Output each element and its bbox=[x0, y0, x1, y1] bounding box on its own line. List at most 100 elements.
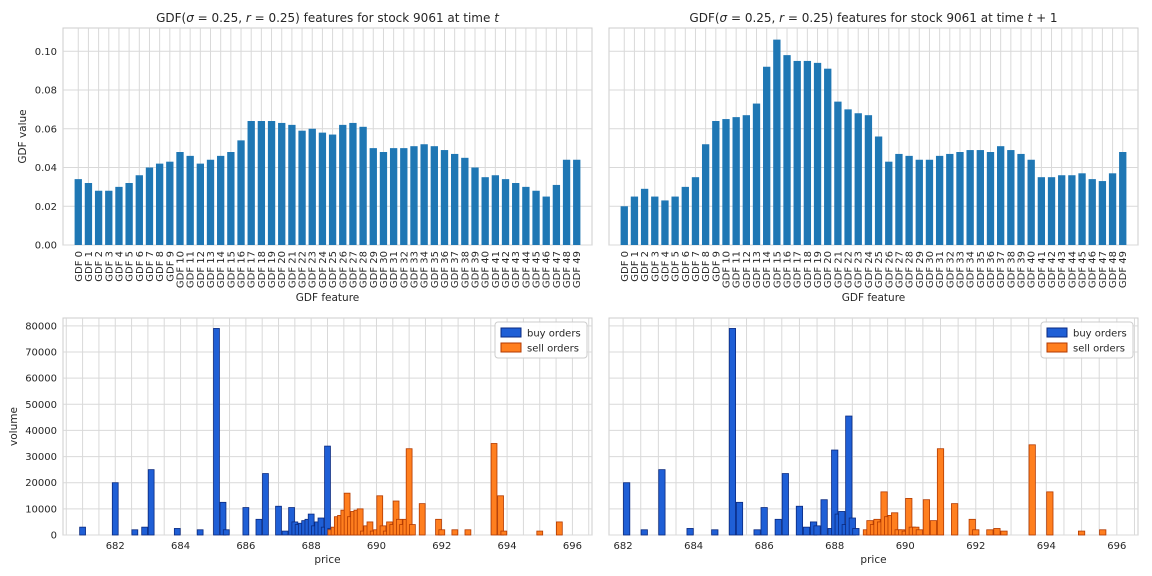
legend-label: buy orders bbox=[527, 329, 581, 340]
x-axis-label: GDF feature bbox=[296, 292, 360, 304]
y-tick-label: 50000 bbox=[25, 400, 57, 411]
sell-order-bar bbox=[915, 529, 923, 536]
buy-order-bar bbox=[795, 505, 804, 536]
x-tick-label: GDF 15 bbox=[226, 251, 237, 288]
x-tick-label: GDF 0 bbox=[620, 251, 631, 282]
x-tick-label: GDF 34 bbox=[966, 251, 977, 288]
sell-order-bar bbox=[1000, 530, 1008, 536]
x-tick-label: GDF 25 bbox=[874, 251, 885, 288]
x-tick-label: 692 bbox=[432, 541, 451, 552]
x-tick-label: 684 bbox=[684, 541, 703, 552]
buy-order-bar bbox=[640, 529, 648, 536]
bar-gdf-12 bbox=[196, 163, 204, 245]
bar-gdf-4 bbox=[115, 186, 123, 245]
x-tick-label: 688 bbox=[302, 541, 321, 552]
buy-order-bar bbox=[802, 526, 811, 536]
y-tick-label: 20000 bbox=[25, 478, 57, 489]
x-tick-label: GDF 28 bbox=[359, 251, 370, 288]
y-tick-label: 0.02 bbox=[35, 202, 57, 213]
buy-legend-swatch bbox=[500, 327, 522, 338]
buy-order-bar bbox=[262, 473, 269, 536]
x-tick-label: 684 bbox=[171, 541, 190, 552]
legend: buy orders sell orders bbox=[494, 321, 588, 359]
x-tick-label: GDF 39 bbox=[1017, 251, 1028, 288]
x-tick-label: GDF 33 bbox=[955, 251, 966, 288]
x-tick-label: GDF 46 bbox=[1088, 251, 1099, 288]
buy-order-bar bbox=[131, 529, 139, 536]
sell-order-bar bbox=[409, 524, 416, 536]
x-tick-label: 686 bbox=[755, 541, 774, 552]
x-tick-label: GDF 36 bbox=[986, 251, 997, 288]
bar-gdf-18 bbox=[257, 121, 266, 245]
x-tick-label: GDF 26 bbox=[338, 251, 349, 288]
bar-gdf-0 bbox=[74, 179, 82, 245]
chart-title: GDF(σ = 0.25, r = 0.25) features for sto… bbox=[689, 11, 1057, 25]
bar-gdf-40 bbox=[1027, 159, 1035, 245]
bar-gdf-46 bbox=[1088, 179, 1096, 245]
x-tick-label: GDF 38 bbox=[1006, 251, 1017, 288]
x-tick-label: GDF 1 bbox=[630, 251, 641, 282]
bar-gdf-21 bbox=[834, 101, 842, 245]
buy-order-bar bbox=[196, 529, 204, 536]
bar-gdf-7 bbox=[691, 177, 700, 245]
x-tick-label: GDF 17 bbox=[793, 251, 804, 288]
bar-gdf-44 bbox=[1068, 175, 1076, 245]
x-tick-label: GDF 27 bbox=[348, 251, 359, 288]
bar-gdf-28 bbox=[905, 155, 913, 245]
buy-order-bar bbox=[275, 505, 282, 536]
chart-title: GDF(σ = 0.25, r = 0.25) features for sto… bbox=[156, 11, 500, 25]
bar-gdf-23 bbox=[854, 113, 862, 245]
title-part: t bbox=[494, 11, 500, 25]
bar-gdf-7 bbox=[145, 167, 154, 245]
bar-gdf-20 bbox=[824, 68, 832, 245]
x-tick-label: GDF 47 bbox=[1098, 251, 1109, 288]
x-tick-label: GDF 15 bbox=[772, 251, 783, 288]
buy-order-bar bbox=[255, 518, 263, 536]
x-tick-label: GDF 37 bbox=[450, 251, 461, 288]
bar-gdf-19 bbox=[813, 62, 822, 245]
x-tick-label: GDF 11 bbox=[732, 251, 743, 288]
sell-order-bar bbox=[972, 529, 980, 536]
x-tick-label: GDF 36 bbox=[440, 251, 451, 288]
bar-gdf-9 bbox=[712, 121, 720, 245]
x-tick-label: GDF 25 bbox=[328, 251, 339, 288]
bar-gdf-0 bbox=[620, 206, 628, 245]
bar-gdf-25 bbox=[874, 136, 883, 245]
x-tick-label: GDF 47 bbox=[552, 251, 563, 288]
y-tick-label: 0.08 bbox=[35, 86, 57, 97]
x-tick-label: GDF 22 bbox=[844, 251, 855, 288]
bar-gdf-6 bbox=[681, 186, 689, 245]
x-tick-label: GDF 48 bbox=[1108, 251, 1119, 288]
y-tick-label: 10000 bbox=[25, 504, 57, 515]
x-tick-label: GDF 16 bbox=[237, 251, 248, 288]
x-tick-label: GDF 29 bbox=[369, 251, 380, 288]
bar-gdf-14 bbox=[217, 155, 225, 245]
bar-gdf-43 bbox=[512, 183, 520, 245]
sell-order-bar bbox=[936, 448, 945, 536]
bar-gdf-2 bbox=[94, 190, 103, 245]
y-tick-label: 60000 bbox=[25, 374, 57, 385]
bar-gdf-11 bbox=[732, 117, 740, 245]
buy-order-bar bbox=[760, 507, 768, 536]
bar-gdf-47 bbox=[1098, 181, 1107, 245]
title-part: r bbox=[779, 11, 785, 25]
x-tick-label: GDF 27 bbox=[894, 251, 905, 288]
panel-orders_t: 0 10000 20000 30000 40000 50000 60000 70000 8000… bbox=[8, 317, 593, 566]
buy-order-bar bbox=[813, 525, 821, 536]
y-tick-label: 0.10 bbox=[35, 47, 57, 58]
buy-order-bar bbox=[686, 528, 694, 536]
bar-gdf-38 bbox=[1007, 150, 1015, 245]
bar-gdf-31 bbox=[935, 155, 944, 245]
title-part: σ bbox=[720, 11, 728, 25]
x-tick-label: 692 bbox=[966, 541, 985, 552]
x-tick-label: GDF 8 bbox=[701, 251, 712, 282]
sell-order-bar bbox=[438, 529, 446, 536]
bar-gdf-42 bbox=[1047, 177, 1056, 245]
legend-label: buy orders bbox=[1073, 329, 1127, 340]
x-tick-label: GDF 18 bbox=[803, 251, 814, 288]
buy-order-bar bbox=[623, 482, 631, 536]
bar-gdf-18 bbox=[803, 60, 812, 245]
x-tick-label: GDF 19 bbox=[813, 251, 824, 288]
x-tick-label: GDF 6 bbox=[681, 251, 692, 282]
